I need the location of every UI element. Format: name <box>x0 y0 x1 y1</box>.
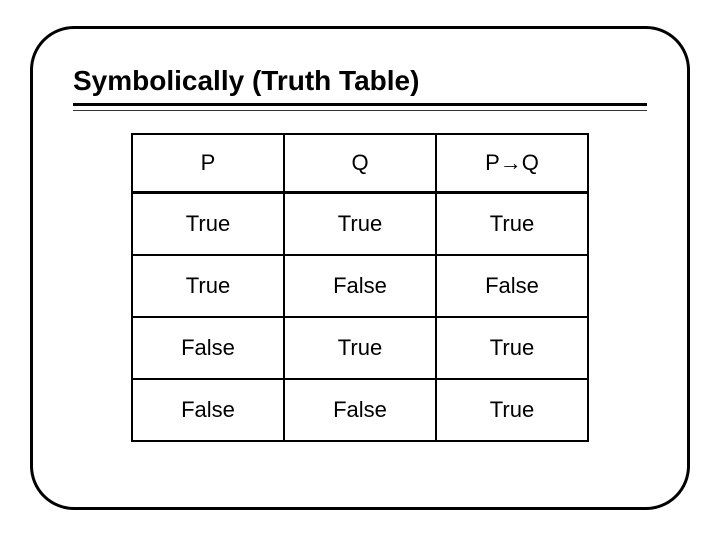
slide: Symbolically (Truth Table) P Q P→Q True … <box>0 0 720 540</box>
table-row: True True True <box>132 193 588 256</box>
truth-table-body: True True True True False False False Tr… <box>132 193 588 442</box>
cell: False <box>436 255 588 317</box>
table-header-row: P Q P→Q <box>132 134 588 193</box>
col-header-p: P <box>132 134 284 193</box>
cell: True <box>132 193 284 256</box>
cell: True <box>284 193 436 256</box>
cell: False <box>284 255 436 317</box>
cell: False <box>132 379 284 441</box>
cell: False <box>132 317 284 379</box>
truth-table-wrap: P Q P→Q True True True True False False <box>73 133 647 442</box>
table-row: False False True <box>132 379 588 441</box>
col-header-q: Q <box>284 134 436 193</box>
slide-frame: Symbolically (Truth Table) P Q P→Q True … <box>30 26 690 510</box>
cell: True <box>436 317 588 379</box>
cell: True <box>436 379 588 441</box>
title-underline-thin <box>73 110 647 111</box>
table-row: True False False <box>132 255 588 317</box>
truth-table: P Q P→Q True True True True False False <box>131 133 589 442</box>
cell: True <box>132 255 284 317</box>
page-title: Symbolically (Truth Table) <box>73 65 647 97</box>
col-header-pimpq: P→Q <box>436 134 588 193</box>
cell: True <box>436 193 588 256</box>
table-row: False True True <box>132 317 588 379</box>
title-underline-thick <box>73 103 647 106</box>
cell: False <box>284 379 436 441</box>
cell: True <box>284 317 436 379</box>
